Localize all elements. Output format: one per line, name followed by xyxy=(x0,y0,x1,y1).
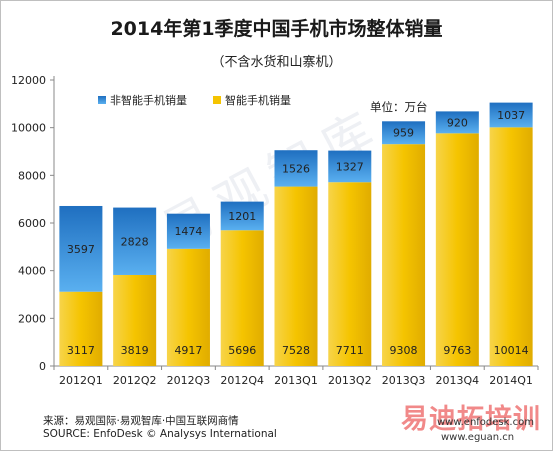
bar-feature-phone xyxy=(59,205,103,292)
bar-feature-phone xyxy=(220,201,264,231)
data-label-feature-phone: 959 xyxy=(393,127,414,140)
data-label-feature-phone: 1037 xyxy=(497,109,525,122)
y-tick-label: 0 xyxy=(39,360,46,373)
bar-feature-phone xyxy=(274,150,318,187)
bar-feature-phone xyxy=(328,150,372,183)
x-tick-label: 2012Q1 xyxy=(59,374,103,387)
data-label-feature-phone: 2828 xyxy=(121,235,149,248)
y-tick-label: 6000 xyxy=(18,217,46,230)
x-tick-label: 2012Q4 xyxy=(220,374,264,387)
chart-subtitle: （不含水货和山寨机） xyxy=(211,55,342,70)
data-label-feature-phone: 1327 xyxy=(336,160,364,173)
y-tick-label: 4000 xyxy=(18,265,46,278)
y-tick-label: 10000 xyxy=(11,122,46,135)
bar-smartphone xyxy=(328,182,372,366)
data-label-smartphone: 9763 xyxy=(443,344,471,357)
bar-smartphone xyxy=(220,230,264,366)
watermark-url-eguan: www.eguan.cn xyxy=(441,432,515,443)
data-label-feature-phone: 920 xyxy=(447,116,468,129)
x-tick-label: 2014Q1 xyxy=(489,374,533,387)
data-label-smartphone: 7711 xyxy=(336,344,364,357)
data-label-feature-phone: 3597 xyxy=(67,243,95,256)
bar-smartphone xyxy=(489,127,533,366)
x-tick-label: 2012Q3 xyxy=(167,374,211,387)
bar-smartphone xyxy=(59,291,103,366)
x-tick-label: 2012Q2 xyxy=(113,374,157,387)
data-label-smartphone: 9308 xyxy=(390,344,418,357)
data-label-feature-phone: 1526 xyxy=(282,162,310,175)
bar-feature-phone xyxy=(113,207,157,275)
brand-watermark: 易迪拓培训 xyxy=(401,404,541,435)
data-label-feature-phone: 1201 xyxy=(228,210,256,223)
data-label-smartphone: 10014 xyxy=(494,344,529,357)
data-label-smartphone: 3819 xyxy=(121,344,149,357)
data-label-smartphone: 5696 xyxy=(228,344,256,357)
bar-feature-phone xyxy=(382,121,426,145)
legend-label: 非智能手机销量 xyxy=(110,93,187,107)
data-label-smartphone: 7528 xyxy=(282,344,310,357)
legend-label: 智能手机销量 xyxy=(225,93,291,107)
source-en: SOURCE: EnfoDesk © Analysys Internationa… xyxy=(43,428,277,440)
bar-smartphone xyxy=(435,133,479,366)
watermark-url-enfodesk: www.enfodesk.com xyxy=(437,417,534,428)
data-label-feature-phone: 1474 xyxy=(174,225,202,238)
bar-smartphone xyxy=(382,144,426,366)
legend-swatch xyxy=(213,96,221,104)
legend-swatch xyxy=(98,96,106,104)
data-label-smartphone: 4917 xyxy=(174,344,202,357)
x-tick-label: 2013Q1 xyxy=(274,374,318,387)
x-tick-label: 2013Q2 xyxy=(328,374,372,387)
y-tick-label: 12000 xyxy=(11,74,46,87)
bar-smartphone xyxy=(274,186,318,366)
y-tick-label: 8000 xyxy=(18,169,46,182)
bar-feature-phone xyxy=(435,111,479,134)
bar-smartphone xyxy=(166,248,210,366)
x-tick-label: 2013Q4 xyxy=(436,374,480,387)
unit-label: 单位：万台 xyxy=(370,100,428,114)
chart-title: 2014年第1季度中国手机市场整体销量 xyxy=(110,18,443,40)
bar-feature-phone xyxy=(166,213,210,249)
source-cn: 来源：易观国际·易观智库·中国互联网商情 xyxy=(43,415,239,427)
x-tick-label: 2013Q3 xyxy=(382,374,426,387)
y-tick-label: 2000 xyxy=(18,312,46,325)
data-label-smartphone: 3117 xyxy=(67,344,95,357)
bar-smartphone xyxy=(113,274,157,366)
bar-feature-phone xyxy=(489,102,533,128)
